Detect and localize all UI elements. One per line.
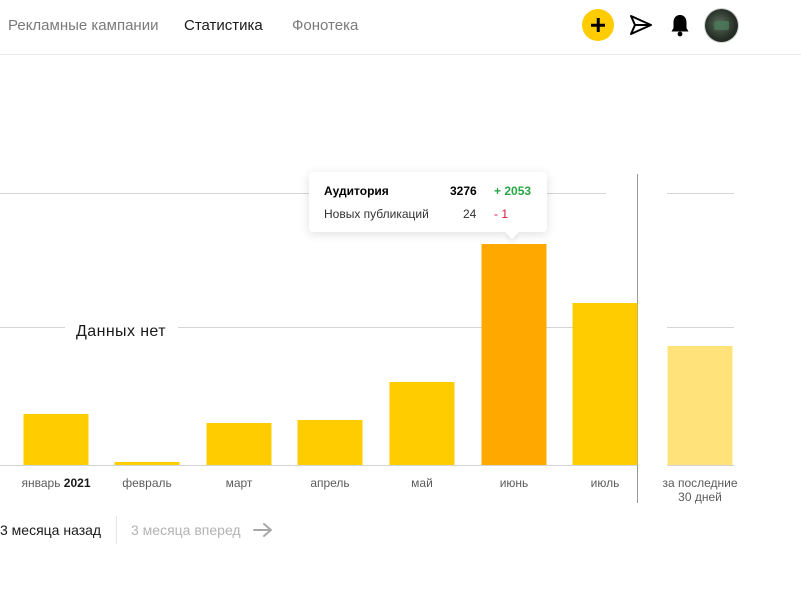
nav-music-library[interactable]: Фонотека [292, 17, 359, 34]
chart-tooltip: Аудитория 3276 + 2053 Новых публикаций 2… [309, 172, 547, 232]
tooltip-audience-delta: + 2053 [494, 184, 532, 198]
x-tick-label-1: февраль [122, 476, 172, 490]
tooltip-audience-value: 3276 [450, 184, 477, 198]
arrow-right-icon[interactable] [252, 522, 274, 538]
tooltip-publications-value: 24 [463, 207, 477, 221]
tooltip-audience-label: Аудитория [324, 184, 389, 198]
nav-campaigns[interactable]: Рекламные кампании [8, 17, 159, 34]
avatar[interactable] [705, 9, 738, 42]
send-icon[interactable] [628, 13, 654, 37]
nav-statistics[interactable]: Статистика [184, 17, 263, 34]
x-tick-label-0: январь 2021 [21, 476, 90, 490]
bar-7[interactable] [667, 346, 733, 465]
x-tick-label-6: июль [591, 476, 620, 490]
next-period-button[interactable]: 3 месяца вперед [131, 522, 241, 538]
bar-5[interactable] [481, 244, 547, 465]
tooltip-publications-delta: - 1 [494, 207, 509, 221]
pagination-divider [116, 516, 117, 544]
bar-3[interactable] [297, 420, 363, 465]
x-tick-label-2: март [226, 476, 253, 490]
x-tick-label-7: за последние 30 дней [662, 476, 737, 504]
bar-4[interactable] [389, 382, 455, 465]
x-tick-label-5: июнь [500, 476, 529, 490]
bar-2[interactable] [206, 423, 272, 465]
prev-period-button[interactable]: 3 месяца назад [0, 522, 102, 538]
bar-0[interactable] [23, 414, 89, 465]
bar-6[interactable] [572, 303, 638, 465]
tooltip-publications-label: Новых публикаций [324, 207, 429, 221]
x-tick-label-3: апрель [310, 476, 349, 490]
bell-icon[interactable] [668, 12, 692, 38]
no-data-annotation: Данных нет [76, 323, 166, 340]
plus-icon[interactable] [582, 9, 614, 41]
bar-1[interactable] [114, 462, 180, 465]
x-tick-label-4: май [411, 476, 433, 490]
top-bar: Рекламные кампании Статистика Фонотека [0, 0, 801, 55]
